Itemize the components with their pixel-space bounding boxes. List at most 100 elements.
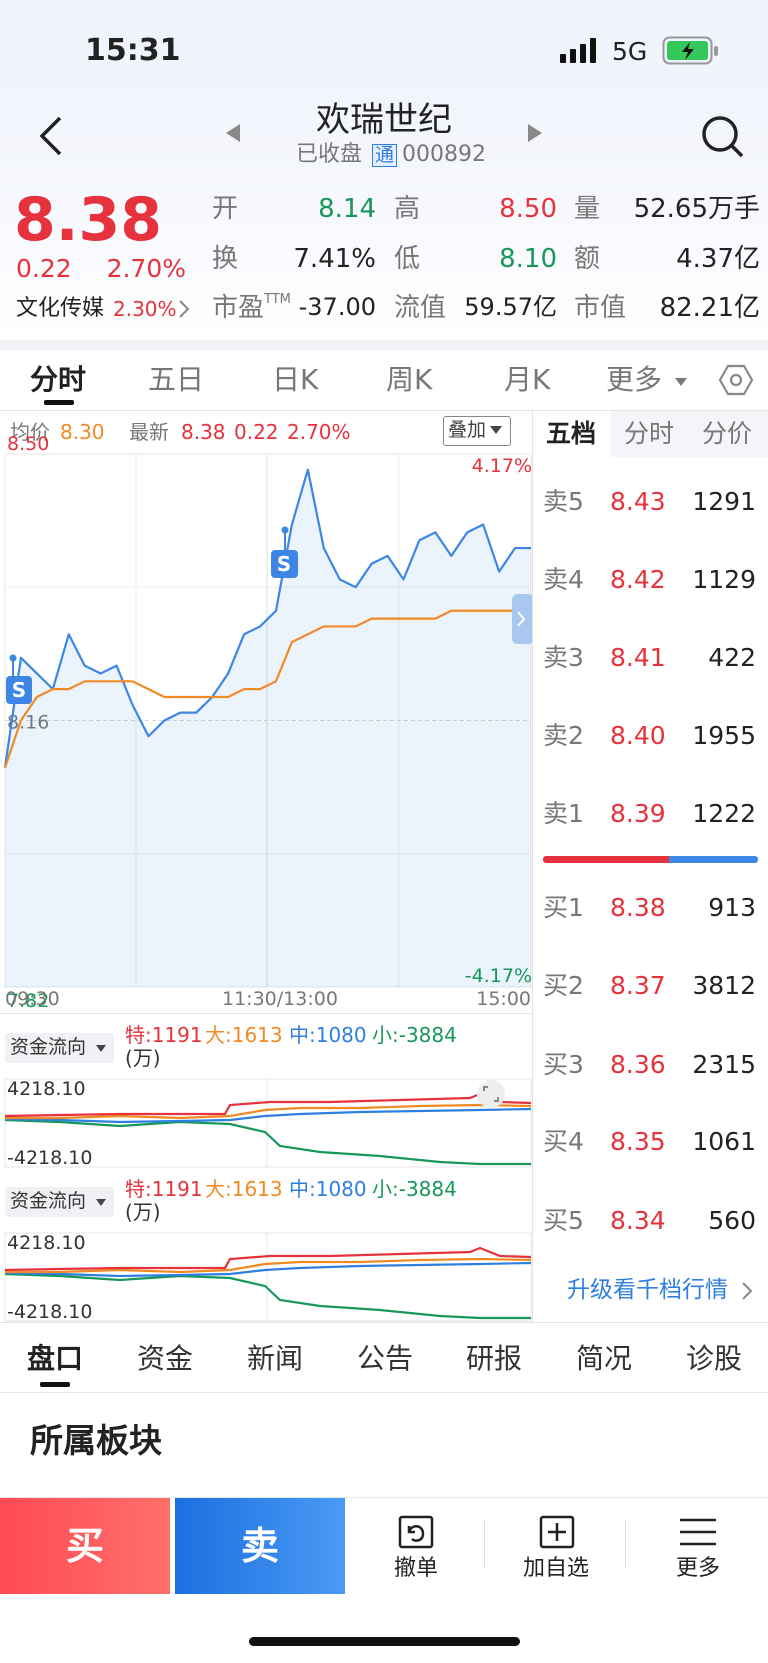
book-price: 8.35	[610, 1127, 666, 1156]
more-icon[interactable]	[678, 1514, 718, 1550]
tab[interactable]: 日K	[272, 363, 319, 396]
book-label: 卖3	[543, 643, 584, 672]
book-price: 8.39	[610, 799, 666, 828]
tab[interactable]: 月K	[504, 363, 551, 396]
buy-label: 买	[65, 1524, 104, 1568]
bottom-tab[interactable]: 诊股	[685, 1342, 742, 1375]
search-button[interactable]	[700, 114, 746, 160]
book-volume: 1291	[692, 487, 756, 516]
book-volume: 3812	[692, 971, 756, 1000]
latest-value: 8.38	[181, 420, 226, 444]
book-volume: 1061	[692, 1127, 756, 1156]
avg-label: 均价	[10, 420, 50, 444]
cancel-label[interactable]: 撤单	[393, 1556, 438, 1581]
tab-underline	[40, 1382, 70, 1387]
dropdown-icon	[675, 378, 687, 386]
divider	[532, 410, 533, 1322]
book-volume: 1129	[692, 565, 756, 594]
watch-icon[interactable]	[538, 1514, 576, 1550]
back-button[interactable]	[36, 114, 66, 158]
field-label: 开	[212, 194, 239, 224]
prev-stock[interactable]	[224, 122, 242, 144]
book-label: 买1	[543, 893, 584, 922]
badge: 通	[372, 144, 398, 167]
more-label[interactable]: 更多	[675, 1556, 720, 1581]
flow-selector-label: 资金流向	[10, 1190, 87, 1212]
book-volume: 913	[708, 893, 756, 922]
flow-selector[interactable]	[5, 1033, 114, 1063]
flow-item: 特:1191	[125, 1177, 203, 1201]
book-label: 卖2	[543, 721, 584, 750]
upgrade-link[interactable]: 升级看千档行情	[567, 1277, 728, 1303]
ratio-bar-sell	[543, 856, 669, 863]
overlay-arrow	[490, 426, 502, 434]
divider	[484, 1520, 485, 1568]
x-label: 11:30/13:00	[222, 988, 338, 1010]
y-tick-label: 7.82	[7, 990, 49, 1010]
divider	[625, 1520, 626, 1568]
avg-line	[3, 609, 531, 768]
orderbook-tab[interactable]: 分价	[702, 419, 753, 448]
flow-selector-label: 资金流向	[10, 1036, 87, 1058]
flow-min: -4218.10	[7, 1147, 93, 1169]
flow-item: 大:1613	[205, 1023, 283, 1047]
field-label: 额	[574, 244, 601, 274]
watch-label[interactable]: 加自选	[522, 1556, 589, 1581]
book-price: 8.36	[610, 1050, 666, 1079]
field-value: 7.41%	[293, 244, 376, 274]
orderbook-tab[interactable]: 分时	[624, 419, 675, 448]
sell-button[interactable]	[175, 1498, 345, 1594]
expand-handle[interactable]	[512, 594, 533, 644]
flow-item: 中:1080	[289, 1177, 367, 1201]
tab-underline	[44, 400, 74, 405]
book-label: 买3	[543, 1050, 584, 1079]
book-volume: 560	[708, 1206, 756, 1235]
book-price: 8.38	[610, 893, 666, 922]
orderbook-tab[interactable]: 五档	[546, 419, 597, 448]
home-indicator	[249, 1637, 520, 1646]
bottom-tab[interactable]: 研报	[465, 1342, 522, 1375]
field-value: 8.10	[499, 244, 557, 274]
latest-pct: 2.70%	[287, 420, 351, 444]
dropdown-icon	[96, 1199, 106, 1206]
tab[interactable]: 周K	[386, 363, 433, 396]
field-label: 高	[394, 194, 421, 224]
next-stock[interactable]	[526, 122, 544, 144]
price-area	[5, 469, 531, 987]
field-label: 量	[574, 194, 601, 224]
field-value: -37.00	[298, 293, 376, 321]
bottom-tab[interactable]: 简况	[575, 1342, 632, 1375]
pct-label: -4.17%	[464, 965, 532, 987]
bottom-tab[interactable]: 公告	[356, 1342, 413, 1375]
book-label: 卖4	[543, 565, 584, 594]
bottom-tab[interactable]: 盘口	[26, 1342, 83, 1375]
sell-label: 卖	[240, 1524, 279, 1568]
divider	[0, 1013, 533, 1014]
signal-marker: S	[6, 654, 32, 704]
flow-unit: (万)	[125, 1046, 161, 1070]
overlay-button[interactable]	[443, 416, 511, 446]
flow-unit: (万)	[125, 1200, 161, 1224]
bottom-tab[interactable]: 资金	[136, 1342, 193, 1375]
cancel-icon[interactable]	[397, 1514, 435, 1550]
tab[interactable]: 五日	[148, 363, 205, 396]
bottom-tab[interactable]: 新闻	[246, 1342, 303, 1375]
signal-marker: S	[271, 526, 298, 578]
sector-arrow[interactable]	[177, 298, 191, 320]
battery-icon	[662, 36, 718, 65]
tab[interactable]: 更多	[606, 363, 663, 396]
field-label: 市值	[574, 293, 627, 323]
flow-selector[interactable]	[5, 1187, 114, 1217]
signal-icon	[560, 38, 596, 63]
field-value: 59.57亿	[464, 293, 557, 321]
flow-item: 特:1191	[125, 1023, 203, 1047]
field-value: 52.65万手	[633, 194, 760, 224]
book-label: 买4	[543, 1127, 584, 1156]
time: 15:31	[85, 33, 181, 68]
book-price: 8.42	[610, 565, 666, 594]
dropdown-icon	[96, 1045, 106, 1052]
tab[interactable]: 分时	[30, 363, 87, 396]
y-tick-label: 8.50	[7, 433, 49, 455]
settings-icon[interactable]	[718, 362, 754, 398]
buy-button[interactable]	[0, 1498, 170, 1594]
